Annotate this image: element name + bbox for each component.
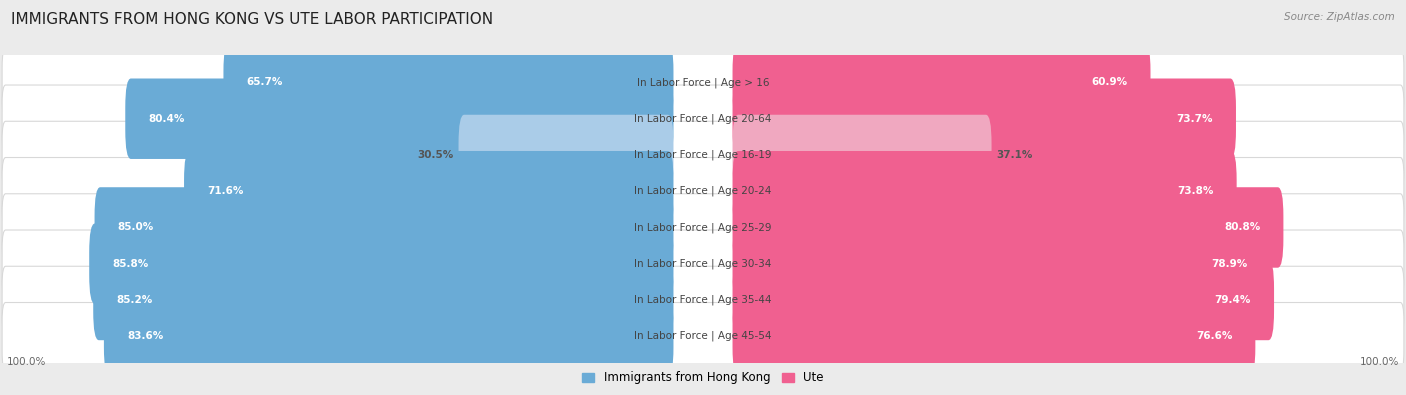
FancyBboxPatch shape	[224, 42, 673, 123]
Legend: Immigrants from Hong Kong, Ute: Immigrants from Hong Kong, Ute	[578, 367, 828, 389]
Text: 85.2%: 85.2%	[117, 295, 153, 305]
FancyBboxPatch shape	[184, 151, 673, 231]
FancyBboxPatch shape	[458, 115, 673, 195]
FancyBboxPatch shape	[3, 303, 1403, 370]
FancyBboxPatch shape	[733, 79, 1236, 159]
FancyBboxPatch shape	[104, 296, 673, 376]
Text: 60.9%: 60.9%	[1091, 77, 1128, 87]
Text: 76.6%: 76.6%	[1195, 331, 1232, 341]
Text: 73.8%: 73.8%	[1177, 186, 1213, 196]
Text: Source: ZipAtlas.com: Source: ZipAtlas.com	[1284, 12, 1395, 22]
Text: 85.0%: 85.0%	[118, 222, 155, 233]
Text: 83.6%: 83.6%	[127, 331, 163, 341]
Text: 85.8%: 85.8%	[112, 259, 149, 269]
FancyBboxPatch shape	[125, 79, 673, 159]
Text: 78.9%: 78.9%	[1211, 259, 1247, 269]
Text: 73.7%: 73.7%	[1177, 114, 1213, 124]
FancyBboxPatch shape	[3, 230, 1403, 297]
FancyBboxPatch shape	[733, 187, 1284, 268]
Text: In Labor Force | Age > 16: In Labor Force | Age > 16	[637, 77, 769, 88]
FancyBboxPatch shape	[733, 296, 1256, 376]
Text: IMMIGRANTS FROM HONG KONG VS UTE LABOR PARTICIPATION: IMMIGRANTS FROM HONG KONG VS UTE LABOR P…	[11, 12, 494, 27]
Text: 30.5%: 30.5%	[418, 150, 454, 160]
FancyBboxPatch shape	[733, 42, 1150, 123]
Text: In Labor Force | Age 35-44: In Labor Force | Age 35-44	[634, 295, 772, 305]
FancyBboxPatch shape	[3, 85, 1403, 152]
Text: 79.4%: 79.4%	[1215, 295, 1251, 305]
Text: In Labor Force | Age 25-29: In Labor Force | Age 25-29	[634, 222, 772, 233]
Text: 100.0%: 100.0%	[7, 357, 46, 367]
FancyBboxPatch shape	[3, 266, 1403, 334]
FancyBboxPatch shape	[733, 260, 1274, 340]
FancyBboxPatch shape	[733, 224, 1271, 304]
Text: 37.1%: 37.1%	[997, 150, 1033, 160]
Text: In Labor Force | Age 20-64: In Labor Force | Age 20-64	[634, 113, 772, 124]
FancyBboxPatch shape	[3, 49, 1403, 116]
FancyBboxPatch shape	[733, 115, 991, 195]
Text: 80.8%: 80.8%	[1225, 222, 1260, 233]
Text: 65.7%: 65.7%	[246, 77, 283, 87]
FancyBboxPatch shape	[733, 151, 1237, 231]
Text: In Labor Force | Age 45-54: In Labor Force | Age 45-54	[634, 331, 772, 341]
FancyBboxPatch shape	[93, 260, 673, 340]
Text: 100.0%: 100.0%	[1360, 357, 1399, 367]
FancyBboxPatch shape	[94, 187, 673, 268]
Text: 71.6%: 71.6%	[207, 186, 243, 196]
FancyBboxPatch shape	[3, 121, 1403, 189]
FancyBboxPatch shape	[3, 158, 1403, 225]
Text: 80.4%: 80.4%	[149, 114, 184, 124]
FancyBboxPatch shape	[3, 194, 1403, 261]
FancyBboxPatch shape	[89, 224, 673, 304]
Text: In Labor Force | Age 20-24: In Labor Force | Age 20-24	[634, 186, 772, 196]
Text: In Labor Force | Age 30-34: In Labor Force | Age 30-34	[634, 258, 772, 269]
Text: In Labor Force | Age 16-19: In Labor Force | Age 16-19	[634, 150, 772, 160]
